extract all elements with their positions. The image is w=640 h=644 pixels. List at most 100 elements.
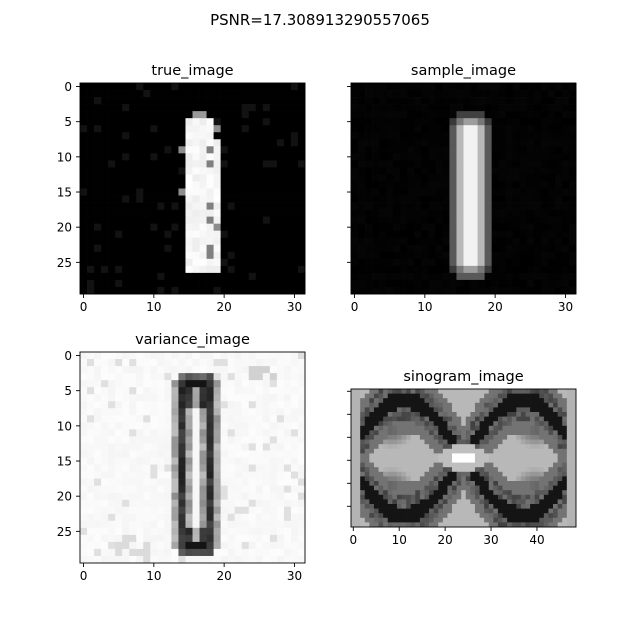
heatmap-cell [297,209,306,217]
heatmap-cell [491,258,500,267]
heatmap-cell [428,265,436,274]
heatmap-cell [206,485,214,494]
heatmap-cell [157,286,165,295]
heatmap-cell [540,209,549,217]
heatmap-cell [358,230,366,239]
heatmap-cell [502,490,508,496]
heatmap-cell [414,286,422,295]
heatmap-cell [136,394,144,402]
heatmap-cell [241,146,250,154]
heatmap-cell [122,499,130,508]
heatmap-cell [241,125,250,133]
heatmap-cell [493,458,499,463]
heatmap-cell [94,111,102,119]
heatmap-cell [511,494,517,500]
heatmap-cell [227,139,236,147]
heatmap-cell [520,513,526,519]
heatmap-cell [360,458,366,463]
heatmap-cell [543,485,549,491]
heatmap-cell [449,223,457,232]
heatmap-cell [213,520,221,529]
heatmap-cell [192,506,200,515]
heatmap-cell [248,492,257,501]
heatmap-cell [185,167,193,175]
heatmap-cell [351,476,356,482]
heatmap-cell [442,153,450,161]
heatmap-cell [520,425,526,431]
heatmap-cell [465,430,471,436]
heatmap-cell [557,504,563,509]
heatmap-cell [248,202,257,210]
heatmap-cell [351,237,359,246]
heatmap-cell [488,453,494,459]
heatmap-cell [227,450,236,458]
heatmap-cell [220,272,229,281]
heatmap-cell [199,258,207,267]
heatmap-cell [379,90,387,98]
heatmap-cell [206,548,214,557]
heatmap-cell [534,490,540,496]
heatmap-cell [561,174,570,182]
heatmap-cell [562,504,568,509]
heatmap-cell [248,272,257,281]
heatmap-cell [470,430,476,436]
heatmap-cell [484,402,490,408]
heatmap-cell [248,401,257,409]
heatmap-cell [178,520,186,529]
heatmap-cell [157,167,165,175]
heatmap-cell [136,429,144,437]
heatmap-cell [283,443,292,451]
heatmap-cell [248,394,257,402]
heatmap-cell [297,139,306,147]
heatmap-cell [192,366,200,374]
heatmap-cell [415,458,421,463]
heatmap-cell [539,476,545,482]
heatmap-cell [497,398,503,404]
heatmap-cell [206,464,214,472]
heatmap-cell [507,499,513,505]
heatmap-cell [553,416,558,422]
heatmap-cell [415,517,421,523]
heatmap-cell [530,490,536,496]
heatmap-cell [234,202,243,210]
heatmap-cell [438,522,444,528]
heatmap-cell [505,258,514,267]
heatmap-cell [470,272,478,281]
heatmap-cell [477,146,485,154]
heatmap-cell [470,476,476,482]
heatmap-cell [192,125,200,133]
heatmap-cell [269,422,278,430]
heatmap-cell [115,279,123,288]
heatmap-cell [414,237,422,246]
heatmap-cell [192,471,200,479]
heatmap-cell [372,202,380,210]
heatmap-cell [136,237,144,246]
heatmap-cell [553,430,558,436]
heatmap-cell [101,202,109,210]
heatmap-cell [461,485,467,491]
heatmap-cell [463,174,471,182]
heatmap-cell [387,398,393,404]
heatmap-cell [136,366,144,374]
heatmap-cell [241,541,250,550]
heatmap-cell [178,188,186,196]
heatmap-cell [213,223,221,232]
heatmap-cell [115,251,123,260]
heatmap-cell [373,393,379,399]
heatmap-cell [80,181,88,189]
heatmap-cell [276,118,285,126]
heatmap-cell [424,416,430,422]
heatmap-cell [561,188,570,196]
heatmap-cell [164,230,172,239]
heatmap-cell [553,412,558,417]
heatmap-cell [571,476,577,482]
heatmap-cell [199,230,207,239]
heatmap-cell [386,286,394,295]
heatmap-cell [136,422,144,430]
heatmap-cell [525,444,531,450]
heatmap-cell [220,188,229,196]
heatmap-cell [227,167,236,175]
heatmap-cell [364,425,370,431]
heatmap-cell [407,272,415,281]
